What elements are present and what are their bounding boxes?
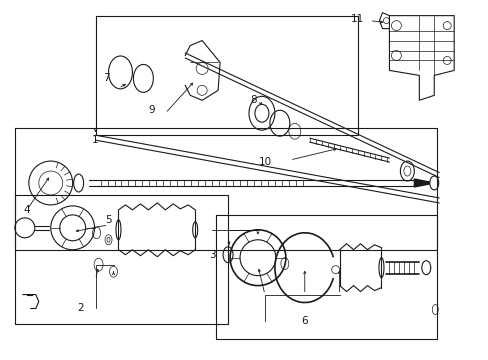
Text: 5: 5: [105, 215, 112, 225]
Text: 6: 6: [301, 316, 307, 327]
Text: 1: 1: [92, 135, 99, 145]
Text: 4: 4: [23, 205, 30, 215]
Polygon shape: [413, 179, 428, 187]
Text: 9: 9: [148, 105, 154, 115]
Text: 2: 2: [77, 302, 84, 312]
Text: 7: 7: [103, 73, 110, 84]
Text: 3: 3: [208, 250, 215, 260]
Text: 8: 8: [250, 95, 257, 105]
Text: 11: 11: [350, 14, 364, 24]
Text: 10: 10: [258, 157, 271, 167]
